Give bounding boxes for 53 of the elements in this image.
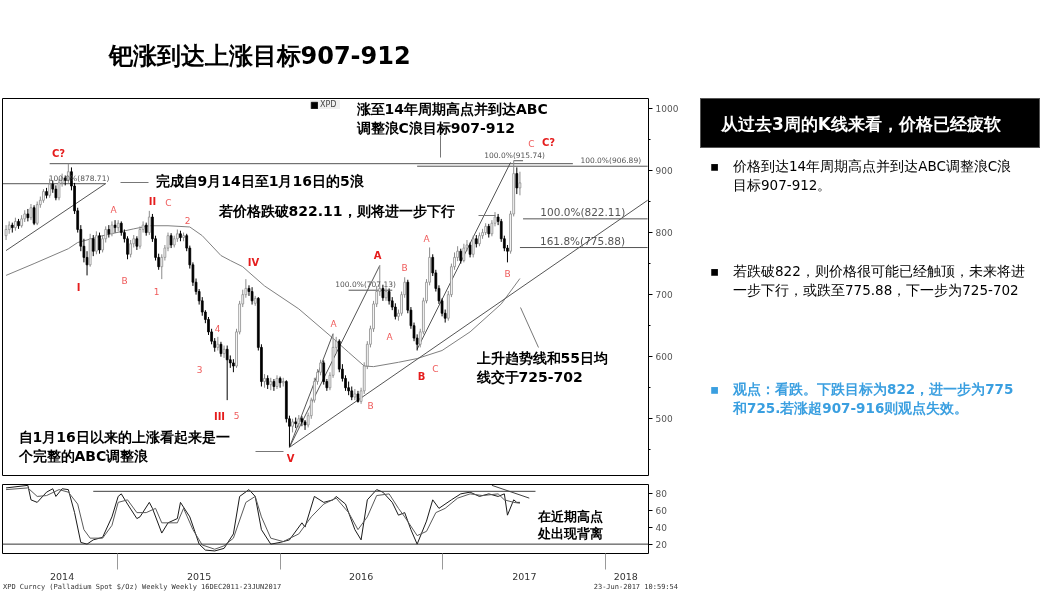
annotation: 涨至14年周期高点并到达ABC调整浪C浪目标907-912 — [355, 100, 548, 136]
y-tick-label: 60 — [655, 505, 668, 516]
x-tick-label: 2014 — [50, 570, 75, 582]
annotation: A — [330, 318, 338, 329]
annotation: III — [213, 411, 226, 422]
annotation: C — [528, 138, 535, 149]
y-tick-label: 700 — [655, 290, 673, 301]
y-tick-label: 800 — [655, 228, 673, 239]
annotation: B — [504, 268, 511, 279]
text: 从过去3周的K线来看，价格已经疲软 — [700, 98, 1040, 148]
y-tick-label: 500 — [655, 414, 673, 425]
annotation: B — [121, 275, 128, 286]
y-tick-label: 600 — [655, 352, 673, 363]
series-label: 100.0%(822.11) — [540, 205, 626, 218]
y-tick-label: 1000 — [655, 103, 679, 114]
annotation: V — [286, 453, 295, 464]
legend-label: XPD — [320, 100, 338, 109]
x-tick-label: 2016 — [349, 570, 374, 582]
annotation: A — [373, 250, 382, 261]
text: ▪ 若跌破822，则价格很可能已经触顶，未来将进一步下行，或跌至775.88，下一步为725-702 — [710, 262, 1025, 300]
annotation: A — [423, 233, 431, 244]
annotation: 4 — [214, 324, 221, 334]
annotation: IV — [247, 257, 260, 268]
annotation: C? — [541, 137, 556, 148]
annotation: B — [367, 400, 374, 411]
y-tick-label: 900 — [655, 166, 673, 176]
annotation: 完成自9月14日至1月16日的5浪 — [155, 172, 365, 189]
annotation: I — [76, 282, 81, 293]
y-tick-label: 80 — [655, 488, 668, 499]
annotation: B — [417, 371, 426, 382]
annotation: 3 — [196, 365, 203, 375]
annotation: C — [432, 363, 439, 374]
annotation: 若价格跌破822.11，则将进一步下行 — [217, 202, 455, 219]
text: ▪ 观点：看跌。下跌目标为822，进一步为775和725.若涨超907-916则观点失效。 — [710, 380, 1015, 418]
annotation: C? — [51, 148, 66, 159]
text: ▪ 价格到达14年周期高点并到达ABC调整浪C浪目标907-912。 — [710, 157, 1013, 195]
annotation: 5 — [233, 411, 240, 421]
annotation: 上升趋势线和55日均线交于725-702 — [475, 349, 608, 385]
x-tick-label: 2017 — [512, 570, 537, 582]
annotation: 在近期高点处出现背离 — [536, 508, 603, 541]
annotation: 1 — [153, 287, 160, 297]
x-tick-label: 2018 — [613, 570, 638, 582]
annotation: II — [148, 196, 157, 207]
y-tick-label: 40 — [655, 522, 668, 533]
annotation: 自1月16日以来的上涨看起来是一个完整的ABC调整浪 — [17, 428, 230, 464]
annotation: A — [386, 331, 394, 342]
y-tick-label: 20 — [655, 539, 668, 550]
annotation: C — [165, 197, 172, 208]
x-tick-label: 2015 — [187, 570, 212, 582]
annotation: 2 — [184, 216, 191, 226]
chart-title: 钯涨到达上涨目标907-912 — [107, 41, 411, 70]
annotation: A — [110, 204, 118, 215]
annotation: B — [401, 262, 408, 273]
